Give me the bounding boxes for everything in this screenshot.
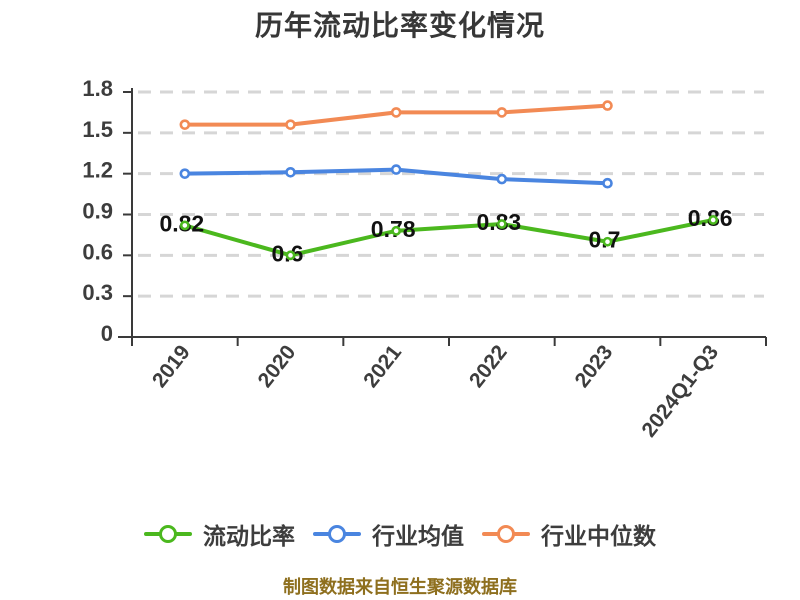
legend-label: 行业均值 <box>372 523 464 549</box>
data-point-marker-current-ratio <box>708 215 719 225</box>
data-point-marker-industry-median <box>496 107 508 118</box>
data-point-marker-industry-average <box>390 164 402 175</box>
data-point-marker-industry-median <box>602 100 613 111</box>
chart-title: 历年流动比率变化情况 <box>254 10 545 41</box>
y-tick-label: 1.8 <box>82 76 113 101</box>
legend-circle-marker-icon <box>328 525 346 543</box>
legend-label: 流动比率 <box>203 523 295 549</box>
data-point-marker-industry-median <box>285 119 296 130</box>
data-point-marker-current-ratio <box>285 250 296 261</box>
data-point-marker-current-ratio <box>179 220 190 231</box>
legend-item-industry-median[interactable]: 行业中位数 <box>482 517 656 551</box>
y-tick-label: 0.9 <box>82 199 113 224</box>
data-point-marker-current-ratio <box>496 219 507 229</box>
data-point-marker-industry-average <box>179 168 191 179</box>
legend-circle-marker-icon <box>497 525 515 543</box>
data-point-marker-industry-average <box>496 173 508 185</box>
y-tick-label: 0 <box>101 321 113 346</box>
data-point-marker-industry-average <box>602 177 613 189</box>
y-tick-label: 0.6 <box>82 239 113 264</box>
legend-line-marker-icon <box>313 525 361 543</box>
x-tick-label: 2023 <box>571 341 618 392</box>
data-point-marker-current-ratio <box>391 225 402 236</box>
data-point-marker-industry-average <box>285 167 296 178</box>
legend-label: 行业中位数 <box>541 523 656 549</box>
line-chart-plot: 0 0.3 0.6 0.9 1.2 1.5 1.8 2019 2020 2021 2022 2023 2… <box>82 76 767 442</box>
x-tick-label: 2021 <box>359 341 406 392</box>
data-point-marker-current-ratio <box>602 236 613 247</box>
x-tick-label: 2019 <box>148 341 195 392</box>
legend-item-industry-average[interactable]: 行业均值 <box>313 517 464 551</box>
y-tick-label: 1.2 <box>82 158 113 183</box>
legend-line-marker-icon <box>144 525 192 543</box>
x-tick-label: 2024Q1-Q3 <box>637 341 723 442</box>
legend-line-marker-icon <box>482 525 530 543</box>
legend-circle-marker-icon <box>159 525 177 543</box>
chart-legend: 流动比率 行业均值 行业中位数 <box>0 517 800 551</box>
data-point-marker-industry-median <box>179 119 191 130</box>
y-tick-label: 0.3 <box>82 280 113 305</box>
series-line-current-ratio <box>182 217 716 258</box>
x-tick-label: 2020 <box>254 341 301 392</box>
source-note: 制图数据来自恒生聚源数据库 <box>283 577 517 597</box>
data-point-marker-industry-median <box>390 107 402 118</box>
y-tick-label: 1.5 <box>82 117 113 142</box>
x-tick-label: 2022 <box>465 341 512 392</box>
legend-item-current-ratio[interactable]: 流动比率 <box>144 517 295 551</box>
